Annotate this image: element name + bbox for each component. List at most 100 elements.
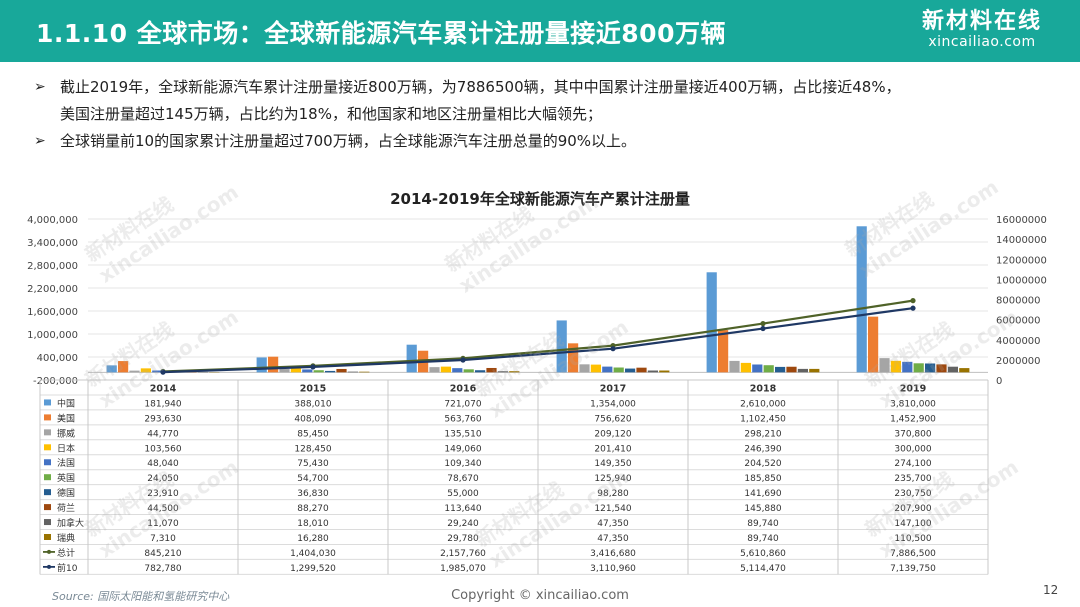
data-label: 7,310 bbox=[150, 534, 176, 544]
bar bbox=[509, 371, 520, 373]
data-label: 1,452,900 bbox=[890, 414, 936, 424]
y-right-tick-label: 6000000 bbox=[996, 316, 1041, 327]
bar bbox=[429, 367, 440, 373]
data-label: 44,500 bbox=[147, 504, 179, 514]
data-label: 3,810,000 bbox=[890, 399, 936, 409]
legend-key bbox=[44, 399, 51, 406]
bar bbox=[325, 370, 336, 373]
data-label: 78,670 bbox=[447, 474, 479, 484]
data-label: 370,800 bbox=[894, 429, 931, 439]
bar bbox=[959, 368, 970, 373]
y-right-tick-label: 12000000 bbox=[996, 255, 1047, 266]
data-label: 721,070 bbox=[444, 399, 481, 409]
data-label: 756,620 bbox=[594, 414, 631, 424]
data-label: 141,690 bbox=[744, 489, 781, 499]
x-category-label: 2017 bbox=[600, 383, 626, 394]
data-label: 207,900 bbox=[894, 504, 931, 514]
data-label: 135,510 bbox=[444, 429, 481, 439]
data-label: 7,886,500 bbox=[890, 549, 936, 559]
data-label: 7,139,750 bbox=[890, 564, 936, 574]
bar bbox=[140, 368, 151, 373]
arrow-right-icon: ➢ bbox=[34, 79, 46, 95]
bar bbox=[797, 368, 808, 373]
line-point bbox=[760, 320, 766, 327]
line-point bbox=[610, 346, 616, 352]
y-right-tick-label: 2000000 bbox=[996, 356, 1041, 367]
data-label: 24,050 bbox=[147, 474, 179, 484]
legend-key bbox=[44, 489, 51, 496]
bar bbox=[856, 226, 867, 373]
y-right-tick-label: 10000000 bbox=[996, 275, 1047, 286]
logo-cn-text: 新材料在线 bbox=[921, 9, 1042, 34]
y-left-tick-label: 2,200,000 bbox=[27, 284, 78, 295]
bar bbox=[475, 370, 486, 373]
bar bbox=[879, 358, 890, 373]
data-label: 1,299,520 bbox=[290, 564, 336, 574]
bar bbox=[486, 367, 497, 373]
data-label: 204,520 bbox=[744, 459, 781, 469]
bullet-item: ➢ 全球销量前10的国家累计注册量超过700万辆，占全球能源汽车注册总量的90%… bbox=[34, 128, 1064, 155]
bar bbox=[290, 367, 301, 373]
bar bbox=[740, 362, 751, 373]
data-label: 274,100 bbox=[894, 459, 931, 469]
line-point bbox=[310, 364, 316, 370]
legend-key bbox=[44, 534, 51, 540]
bar bbox=[579, 364, 590, 373]
data-label: 3,416,680 bbox=[590, 549, 636, 559]
data-label: 408,090 bbox=[294, 414, 331, 424]
data-label: 75,430 bbox=[297, 459, 329, 469]
legend-label: 瑞典 bbox=[57, 532, 75, 544]
legend-label: 前10 bbox=[57, 562, 78, 574]
data-label: 44,770 bbox=[147, 429, 179, 439]
legend-key bbox=[44, 429, 51, 436]
bullet-item: ➢ 截止2019年，全球新能源汽车累计注册量接近800万辆，为7886500辆，… bbox=[34, 74, 1064, 128]
data-label: 23,910 bbox=[147, 489, 179, 499]
y-left-tick-label: -200,000 bbox=[33, 376, 78, 387]
bar bbox=[902, 361, 913, 373]
bar bbox=[463, 369, 474, 373]
legend-label: 中国 bbox=[57, 397, 75, 409]
bar bbox=[279, 369, 290, 373]
data-label: 54,700 bbox=[297, 474, 329, 484]
bar bbox=[556, 320, 567, 373]
data-label: 201,410 bbox=[594, 444, 631, 454]
data-label: 209,120 bbox=[594, 429, 631, 439]
y-left-tick-label: 2,800,000 bbox=[27, 261, 78, 272]
data-label: 29,240 bbox=[447, 519, 479, 529]
data-label: 3,110,960 bbox=[590, 564, 636, 574]
bar bbox=[786, 366, 797, 373]
data-label: 103,560 bbox=[144, 444, 181, 454]
legend-label: 德国 bbox=[57, 487, 75, 499]
bar bbox=[268, 356, 279, 373]
data-label: 147,100 bbox=[894, 519, 931, 529]
bar bbox=[763, 365, 774, 373]
data-label: 563,760 bbox=[444, 414, 481, 424]
bar bbox=[625, 368, 636, 373]
bar bbox=[497, 371, 508, 373]
data-label: 145,880 bbox=[744, 504, 781, 514]
data-label: 89,740 bbox=[747, 519, 779, 529]
bar bbox=[647, 370, 658, 373]
header-bar: 1.1.10 全球市场：全球新能源汽车累计注册量接近800万辆 新材料在线 xi… bbox=[0, 0, 1080, 62]
data-label: 11,070 bbox=[147, 519, 179, 529]
data-label: 235,700 bbox=[894, 474, 931, 484]
data-label: 845,210 bbox=[144, 549, 181, 559]
data-label: 110,500 bbox=[894, 534, 931, 544]
data-label: 298,210 bbox=[744, 429, 781, 439]
x-category-label: 2018 bbox=[750, 383, 777, 394]
data-label: 85,450 bbox=[297, 429, 329, 439]
bar bbox=[925, 363, 936, 373]
bar bbox=[868, 316, 879, 373]
bar bbox=[613, 367, 624, 373]
bar bbox=[129, 370, 140, 373]
legend-key bbox=[44, 444, 51, 451]
data-label: 48,040 bbox=[147, 459, 179, 469]
bar bbox=[636, 367, 647, 373]
data-label: 89,740 bbox=[747, 534, 779, 544]
legend-key bbox=[47, 564, 51, 569]
bar bbox=[313, 370, 324, 373]
legend-key bbox=[44, 519, 51, 526]
bar bbox=[752, 364, 763, 373]
x-category-label: 2015 bbox=[300, 383, 326, 394]
data-label: 5,114,470 bbox=[740, 564, 786, 574]
